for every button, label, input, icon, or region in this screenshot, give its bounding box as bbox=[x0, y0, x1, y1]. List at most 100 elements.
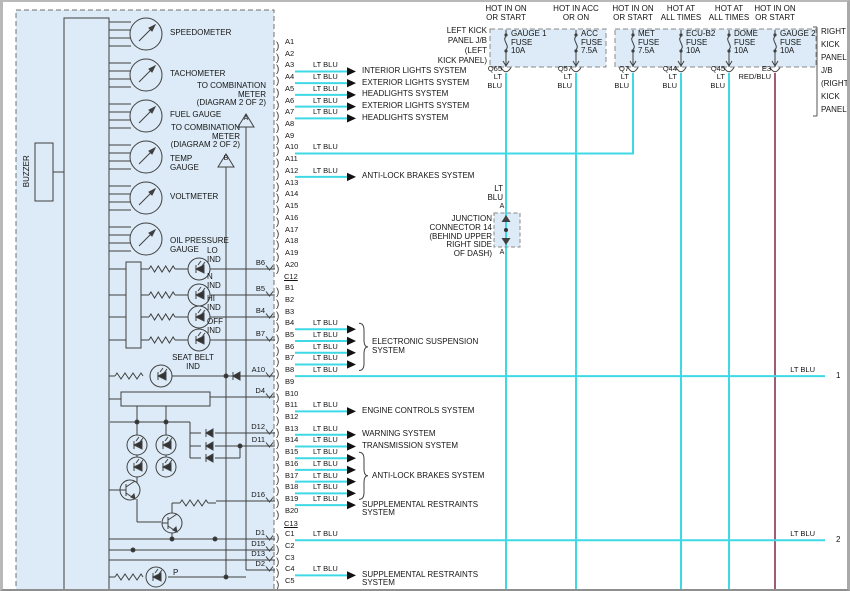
diode-symbol bbox=[204, 441, 214, 451]
led-triangle bbox=[161, 462, 172, 472]
fuse-connector-3: Q44 bbox=[662, 64, 677, 73]
meter-pin-D2: D2 bbox=[255, 559, 265, 568]
fuse-header-1: HOT IN ACC OR ON bbox=[553, 4, 599, 22]
wire-color-B17: LT BLU bbox=[313, 470, 338, 480]
left-jb-label: LEFT KICK PANEL J/B (LEFT KICK PANEL) bbox=[437, 26, 487, 65]
wire-color-B6: LT BLU bbox=[313, 341, 338, 351]
pin-bracket-A4: ) bbox=[276, 76, 280, 88]
seat-belt-ind-label: SEAT BELT IND bbox=[172, 353, 214, 371]
junction-dot bbox=[163, 419, 169, 425]
parking-ind-label: P bbox=[173, 568, 179, 577]
pin-tick bbox=[265, 497, 274, 503]
led-triangle bbox=[151, 572, 162, 582]
system-arrow-B7 bbox=[347, 360, 356, 369]
pin-bracket-B5: ) bbox=[276, 334, 280, 345]
wire-color-B11: LT BLU bbox=[313, 400, 338, 410]
pin-bracket-C2: ) bbox=[276, 544, 280, 556]
wire-color-B5: LT BLU bbox=[313, 330, 338, 339]
pin-B3: B3 bbox=[285, 306, 295, 316]
meter-pin-D13: D13 bbox=[251, 549, 265, 558]
pin-A19: A19 bbox=[285, 247, 299, 257]
pin-A15: A15 bbox=[285, 201, 299, 211]
connector-cavity bbox=[570, 67, 582, 73]
system-label-A5: HEADLIGHTS SYSTEM bbox=[362, 89, 449, 99]
system-arrow-B11 bbox=[347, 407, 356, 416]
right-jb-label: RIGHT KICK PANEL J/B (RIGHT KICK PANEL) bbox=[821, 27, 850, 114]
system-arrow-B17 bbox=[347, 477, 356, 486]
led-triangle bbox=[194, 290, 205, 300]
gauge-label-oil-pressure: OIL PRESSURE GAUGE bbox=[170, 236, 229, 254]
ref-note-b: TO COMBINATION METER (DIAGRAM 2 OF 2) bbox=[170, 123, 240, 149]
gauge-label-speedometer: SPEEDOMETER bbox=[170, 28, 232, 37]
ref-tag-a: A bbox=[243, 115, 249, 122]
pin-A6: A6 bbox=[285, 95, 295, 105]
system-arrow-A4 bbox=[347, 78, 356, 88]
system-label-A3: INTERIOR LIGHTS SYSTEM bbox=[362, 65, 467, 75]
pin-bracket-B12: ) bbox=[276, 416, 280, 428]
fuse-symbol bbox=[727, 36, 731, 50]
system-arrow-A5 bbox=[347, 90, 356, 100]
pin-C1: C1 bbox=[285, 529, 295, 539]
fuse-wire-color-4: LT BLU bbox=[710, 72, 725, 90]
pin-bracket-B19: ) bbox=[276, 498, 280, 510]
pin-bracket-B14: ) bbox=[276, 439, 280, 451]
wire-color-B18: LT BLU bbox=[313, 482, 338, 492]
power-wires bbox=[295, 70, 825, 589]
fuse-symbol bbox=[574, 36, 578, 50]
buzzer-label: BUZZER bbox=[21, 155, 31, 188]
wire-color-B14: LT BLU bbox=[313, 435, 338, 445]
pin-bracket-B13: ) bbox=[276, 427, 280, 439]
junction-dot bbox=[134, 419, 140, 425]
meter-pin-D16: D16 bbox=[251, 490, 265, 499]
gauge-label-tachometer: TACHOMETER bbox=[170, 69, 226, 78]
pin-bracket-A17: ) bbox=[276, 228, 280, 240]
fuse-connector-1: Q57 bbox=[557, 64, 572, 73]
resistor-symbol bbox=[148, 291, 176, 299]
meter-pin-D15: D15 bbox=[251, 539, 265, 548]
pin-tick bbox=[265, 546, 274, 552]
pin-tick bbox=[265, 336, 274, 342]
right-kick-panel-jb-box bbox=[614, 28, 817, 68]
meter-pin-B7: B7 bbox=[255, 329, 265, 338]
gauge-needle bbox=[148, 146, 157, 155]
pin-bracket-B1: ) bbox=[276, 287, 280, 299]
pin-tick bbox=[265, 393, 274, 399]
pin-A13: A13 bbox=[285, 177, 299, 187]
pin-B12: B12 bbox=[285, 412, 299, 422]
indicator-label-n: N IND bbox=[207, 272, 221, 290]
system-label-B19: SUPPLEMENTAL RESTRAINTS SYSTEM bbox=[362, 499, 479, 518]
pin-A18: A18 bbox=[285, 236, 299, 246]
ref-note-a: TO COMBINATION METER (DIAGRAM 2 OF 2) bbox=[196, 81, 266, 107]
indicator-driver-box bbox=[125, 261, 142, 349]
pin-C5: C5 bbox=[285, 576, 295, 586]
pin-bracket-A12: ) bbox=[276, 169, 280, 181]
fuse-name-2: MET FUSE 7.5A bbox=[638, 29, 660, 55]
pin-bracket-A16: ) bbox=[276, 216, 280, 228]
pin-B5: B5 bbox=[285, 330, 295, 339]
system-arrow-B5 bbox=[347, 336, 356, 346]
wire-color-B15: LT BLU bbox=[313, 447, 338, 457]
system-arrow-B15 bbox=[347, 454, 356, 463]
pin-B11: B11 bbox=[285, 400, 298, 410]
fuse-header-4: HOT AT ALL TIMES bbox=[708, 4, 750, 22]
connector-cavity bbox=[769, 67, 781, 73]
pin-bracket-A18: ) bbox=[276, 240, 280, 252]
pin-tick bbox=[265, 372, 274, 378]
pin-A12: A12 bbox=[285, 165, 299, 175]
pin-A5: A5 bbox=[285, 83, 295, 93]
pin-bracket-B7: ) bbox=[276, 357, 280, 369]
schematic-linework bbox=[15, 9, 825, 589]
system-arrow-B14 bbox=[347, 442, 356, 451]
edge-wire-num-1: 2 bbox=[836, 535, 841, 545]
pin-A16: A16 bbox=[285, 212, 299, 222]
pin-A20: A20 bbox=[285, 259, 299, 269]
fuse-symbol bbox=[773, 36, 777, 50]
pin-A9: A9 bbox=[285, 130, 295, 140]
pin-tick bbox=[265, 556, 274, 562]
gauge-needle bbox=[148, 228, 157, 237]
ref-tag-b: B bbox=[223, 155, 229, 162]
wire-color-A12: LT BLU bbox=[313, 165, 338, 175]
pin-tick bbox=[265, 313, 274, 319]
wire-color-B16: LT BLU bbox=[313, 458, 338, 468]
system-arrow-B4 bbox=[347, 325, 356, 334]
